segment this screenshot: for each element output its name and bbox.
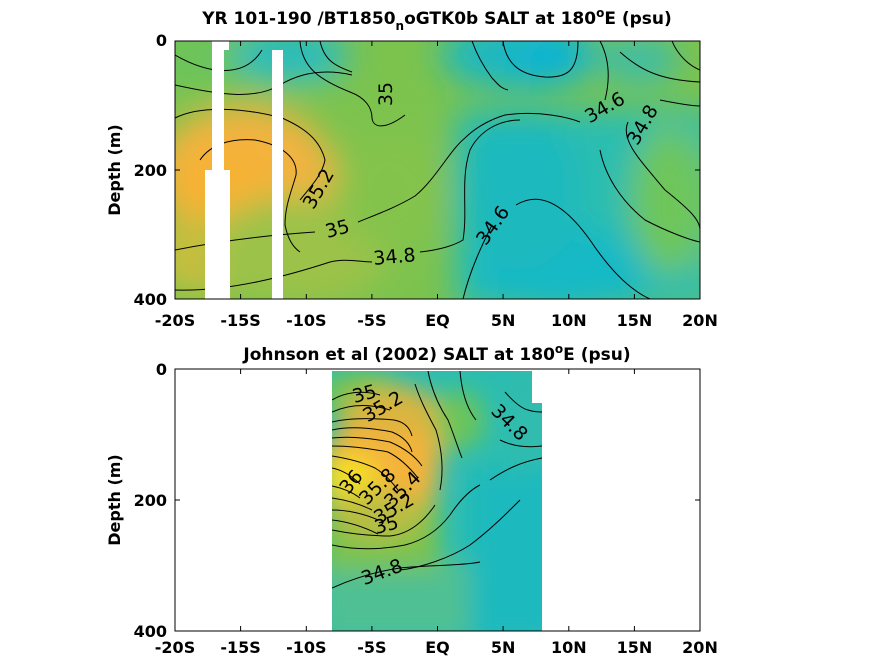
x-tick-label: -20S: [155, 638, 195, 656]
panel-2-field: [332, 371, 542, 631]
y-tick-label: 200: [134, 491, 167, 510]
panel-1-y-tick-labels: 0 200 400: [134, 31, 167, 309]
x-tick-label: -10S: [286, 311, 326, 330]
x-tick-label: -5S: [357, 638, 386, 656]
x-tick-label: -20S: [155, 311, 195, 330]
panel-2: Johnson et al (2002) SALT at 180oE (psu): [105, 342, 718, 657]
contour-label: 35: [375, 82, 397, 106]
x-tick-label: -5S: [357, 311, 386, 330]
panel-2-ticks: [175, 369, 700, 631]
x-tick-label: 15N: [617, 638, 653, 656]
panel-1-x-tick-labels: -20S -15S -10S -5S EQ 5N 10N 15N 20N: [155, 311, 718, 330]
x-tick-label: -15S: [220, 311, 260, 330]
panel-2-y-axis-label: Depth (m): [105, 454, 124, 546]
x-tick-label: 20N: [682, 311, 718, 330]
x-tick-label: 20N: [682, 638, 718, 656]
y-tick-label: 200: [134, 161, 167, 180]
panel-1-title: YR 101-190 /BT1850noGTK0b SALT at 180oE …: [201, 6, 672, 33]
panel-2-y-tick-labels: 0 200 400: [134, 360, 167, 641]
contour-label: 34.8: [372, 244, 416, 270]
y-tick-label: 400: [134, 290, 167, 309]
panel-2-title: Johnson et al (2002) SALT at 180oE (psu): [242, 342, 630, 365]
x-tick-label: 5N: [491, 638, 516, 656]
x-tick-label: -15S: [220, 638, 260, 656]
x-tick-label: 10N: [551, 311, 587, 330]
panel-1-y-axis-label: Depth (m): [105, 124, 124, 216]
x-tick-label: 10N: [551, 638, 587, 656]
panel-1-field: [175, 41, 700, 299]
x-tick-label: EQ: [425, 638, 450, 656]
x-tick-label: -10S: [286, 638, 326, 656]
y-tick-label: 0: [156, 31, 167, 50]
panel-1: YR 101-190 /BT1850noGTK0b SALT at 180oE …: [105, 6, 718, 330]
y-tick-label: 0: [156, 360, 167, 379]
x-tick-label: EQ: [425, 311, 450, 330]
panel-1-ticks: [174, 41, 701, 299]
x-tick-label: 15N: [617, 311, 653, 330]
panel-2-x-tick-labels: -20S -15S -10S -5S EQ 5N 10N 15N 20N: [155, 638, 718, 657]
x-tick-label: 5N: [491, 311, 516, 330]
y-tick-label: 400: [134, 622, 167, 641]
